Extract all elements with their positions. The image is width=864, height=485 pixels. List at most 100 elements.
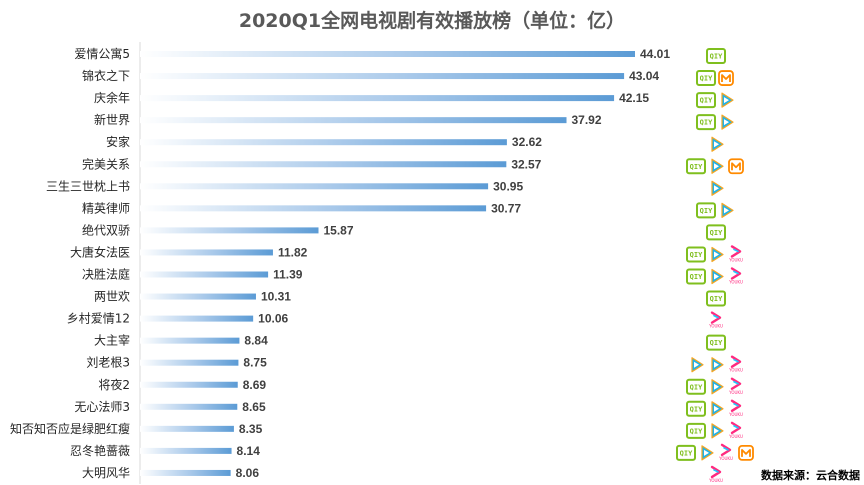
svg-text:QIY: QIY: [710, 295, 723, 303]
platform-row: QIY YOUKU: [686, 267, 743, 285]
value-label: 37.92: [572, 113, 602, 127]
tencent-logo-icon: [711, 246, 724, 263]
value-label: 30.95: [493, 179, 523, 193]
bar: [140, 403, 238, 410]
bar: [140, 117, 567, 124]
iqiyi-logo-icon: QIY: [686, 378, 706, 395]
bar: [140, 359, 239, 366]
tencent-logo-icon: [701, 445, 714, 461]
category-label: 庆余年: [94, 90, 130, 105]
bar: [140, 205, 487, 212]
category-label: 完美关系: [82, 156, 130, 171]
svg-text:QIY: QIY: [690, 405, 703, 413]
svg-text:YOUKU: YOUKU: [728, 434, 743, 439]
bar: [140, 73, 625, 80]
tencent-logo-icon: [721, 92, 734, 108]
category-label: 绝代双骄: [82, 222, 130, 237]
value-label: 43.04: [629, 69, 659, 83]
iqiyi-logo-icon: QIY: [686, 158, 706, 175]
youku-logo-icon: YOUKU: [728, 399, 743, 417]
tencent-logo-icon: [711, 158, 724, 174]
svg-text:QIY: QIY: [710, 53, 723, 61]
youku-logo-icon: YOUKU: [728, 421, 743, 439]
bar: [140, 161, 507, 168]
platform-row: QIY: [706, 290, 726, 307]
bar: [140, 227, 319, 234]
tencent-logo-icon: [711, 357, 724, 373]
platform-row: QIY: [706, 334, 726, 351]
svg-text:QIY: QIY: [690, 163, 703, 171]
tencent-logo-icon: [711, 136, 724, 152]
tencent-logo-icon: [721, 114, 734, 130]
platform-row: [711, 180, 724, 196]
platform-row: QIY YOUKU: [686, 377, 743, 395]
category-label: 爱情公寓5: [74, 46, 130, 61]
mango-logo-icon: [738, 444, 754, 461]
svg-text:QIY: QIY: [690, 427, 703, 435]
chart-title: 2020Q1全网电视剧有效播放榜（单位：亿）: [239, 9, 625, 32]
youku-logo-icon: YOUKU: [728, 377, 743, 395]
category-label: 锦衣之下: [82, 68, 130, 83]
category-label: 大主宰: [94, 333, 130, 348]
svg-text:QIY: QIY: [710, 339, 723, 347]
platform-row: QIY YOUKU: [686, 245, 743, 263]
youku-logo-icon: YOUKU: [728, 267, 743, 285]
svg-text:YOUKU: YOUKU: [728, 412, 743, 417]
bar: [140, 447, 232, 454]
value-label: 8.75: [243, 356, 267, 370]
tencent-logo-icon: [711, 180, 724, 196]
category-label: 安家: [106, 134, 130, 149]
category-label: 大明风华: [82, 466, 130, 480]
platform-row: QIY: [706, 224, 726, 241]
youku-logo-icon: YOUKU: [708, 465, 723, 483]
bar: [140, 183, 489, 190]
iqiyi-logo-icon: QIY: [696, 114, 716, 131]
category-label: 大唐女法医: [70, 244, 130, 259]
svg-text:QIY: QIY: [710, 229, 723, 237]
bar: [140, 381, 238, 388]
platform-row: QIY: [696, 92, 734, 109]
svg-text:QIY: QIY: [690, 383, 703, 391]
bar: [140, 469, 231, 476]
platform-row: QIY: [686, 158, 744, 175]
iqiyi-logo-icon: QIY: [686, 422, 706, 439]
platform-row: QIY YOUKU: [676, 443, 754, 461]
iqiyi-logo-icon: QIY: [696, 70, 716, 87]
bar: [140, 337, 240, 344]
svg-text:YOUKU: YOUKU: [728, 368, 743, 373]
svg-text:QIY: QIY: [690, 251, 703, 259]
category-label: 新世界: [94, 112, 130, 127]
value-label: 8.14: [237, 444, 261, 458]
platform-row: YOUKU: [708, 465, 723, 483]
svg-text:YOUKU: YOUKU: [708, 324, 723, 329]
svg-text:YOUKU: YOUKU: [718, 456, 733, 461]
tencent-logo-icon: [721, 202, 734, 218]
category-label: 知否知否应是绿肥红瘦: [10, 421, 130, 436]
value-label: 32.62: [512, 135, 542, 149]
bar: [140, 425, 234, 432]
youku-logo-icon: YOUKU: [728, 245, 743, 262]
platform-row: QIY: [706, 48, 726, 64]
value-label: 10.06: [258, 312, 288, 326]
category-label: 两世欢: [94, 289, 130, 304]
value-label: 32.57: [511, 157, 541, 171]
value-label: 42.15: [619, 91, 649, 105]
svg-text:QIY: QIY: [700, 119, 713, 127]
value-label: 11.82: [278, 245, 308, 259]
category-label: 乡村爱情12: [67, 312, 130, 326]
value-label: 44.01: [640, 47, 670, 61]
iqiyi-logo-icon: QIY: [706, 48, 726, 64]
bar: [140, 51, 635, 57]
iqiyi-logo-icon: QIY: [686, 268, 706, 285]
category-labels: 爱情公寓5 锦衣之下庆余年新世界安家完美关系三生三世枕上书精英律师绝代双骄大唐女法…: [10, 46, 130, 480]
platform-row: YOUKU: [708, 311, 723, 329]
platform-row: [711, 136, 724, 152]
tencent-logo-icon: [711, 379, 724, 395]
bar: [140, 271, 269, 278]
bar: [140, 293, 256, 300]
platform-row: QIY: [696, 114, 734, 131]
bar: [140, 95, 615, 102]
value-label: 8.84: [244, 334, 268, 348]
iqiyi-logo-icon: QIY: [706, 290, 726, 307]
